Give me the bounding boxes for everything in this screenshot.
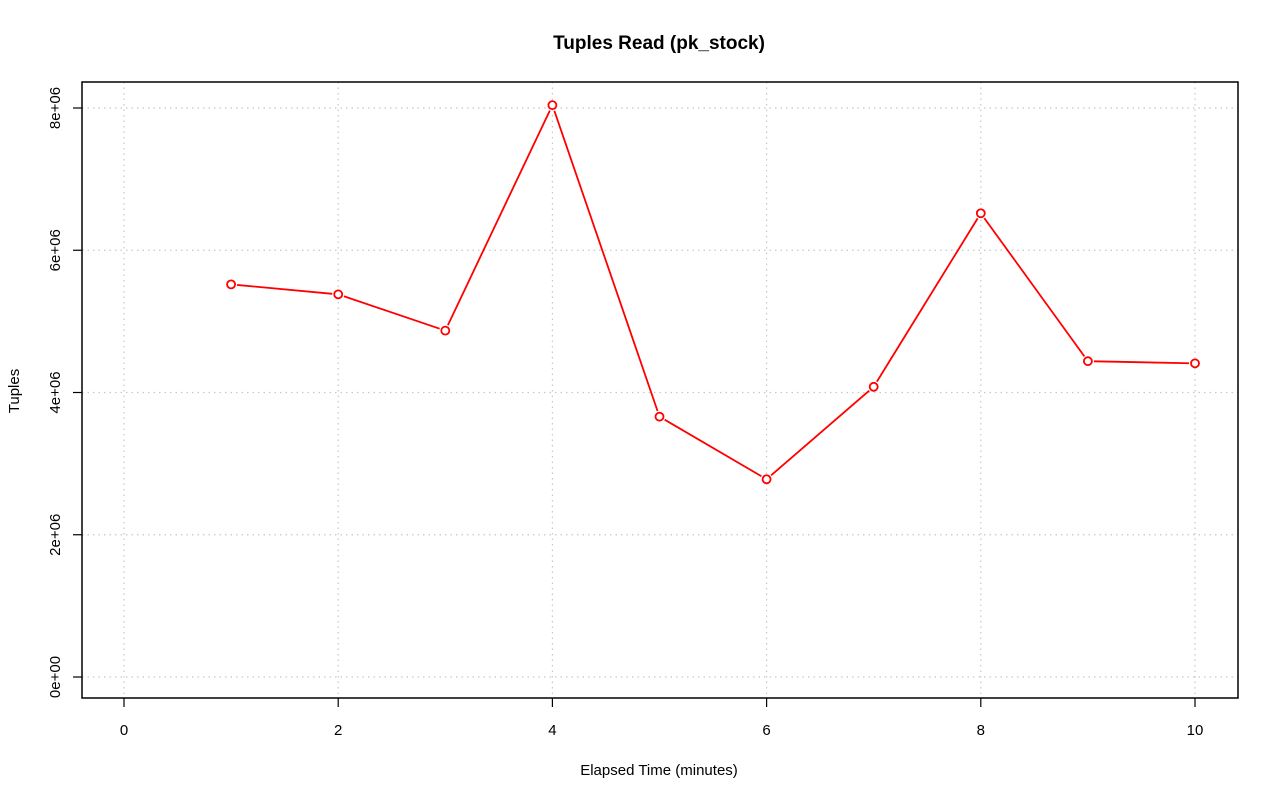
plot-frame: [81, 81, 1239, 699]
data-point: [654, 411, 665, 422]
y-tick-label: 0e+00: [47, 656, 64, 698]
series-line-segment: [447, 110, 551, 326]
grid-lines: [82, 82, 1238, 698]
y-axis-label: Tuples: [6, 369, 23, 413]
data-point: [440, 325, 451, 336]
y-tick-label: 6e+06: [47, 229, 64, 271]
chart-title: Tuples Read (pk_stock): [553, 33, 765, 54]
series-line-segment: [236, 284, 333, 295]
data-point: [761, 474, 772, 485]
data-point: [333, 289, 344, 300]
x-tick-label: 6: [762, 722, 770, 739]
data-point: [226, 279, 237, 290]
series-line-segment: [983, 217, 1086, 357]
x-tick-label: 10: [1187, 722, 1204, 739]
y-tick-label: 4e+06: [47, 371, 64, 413]
y-tick-label: 2e+06: [47, 514, 64, 556]
x-tick-label: 0: [120, 722, 128, 739]
axes: 0 2 4 6 8 10 0e+00 2e+06 4e+06 6e+06 8e+06: [47, 87, 1203, 739]
y-tick-label: 8e+06: [47, 87, 64, 129]
series-line-segment: [1093, 360, 1190, 365]
x-axis-label: Elapsed Time (minutes): [580, 762, 738, 779]
data-point: [547, 100, 558, 111]
data-point: [868, 381, 879, 392]
series-line-segment: [343, 295, 440, 330]
data-point: [1190, 358, 1200, 369]
series-line-segment: [553, 110, 659, 412]
series-line-segment: [876, 217, 979, 383]
x-tick-label: 8: [977, 722, 985, 739]
x-tick-label: 4: [548, 722, 556, 739]
series-layer: [226, 100, 1200, 485]
series-line-segment: [664, 418, 762, 478]
data-point: [1083, 356, 1093, 367]
x-tick-label: 2: [334, 722, 342, 739]
series-line-segment: [770, 390, 870, 477]
data-point: [975, 208, 986, 219]
